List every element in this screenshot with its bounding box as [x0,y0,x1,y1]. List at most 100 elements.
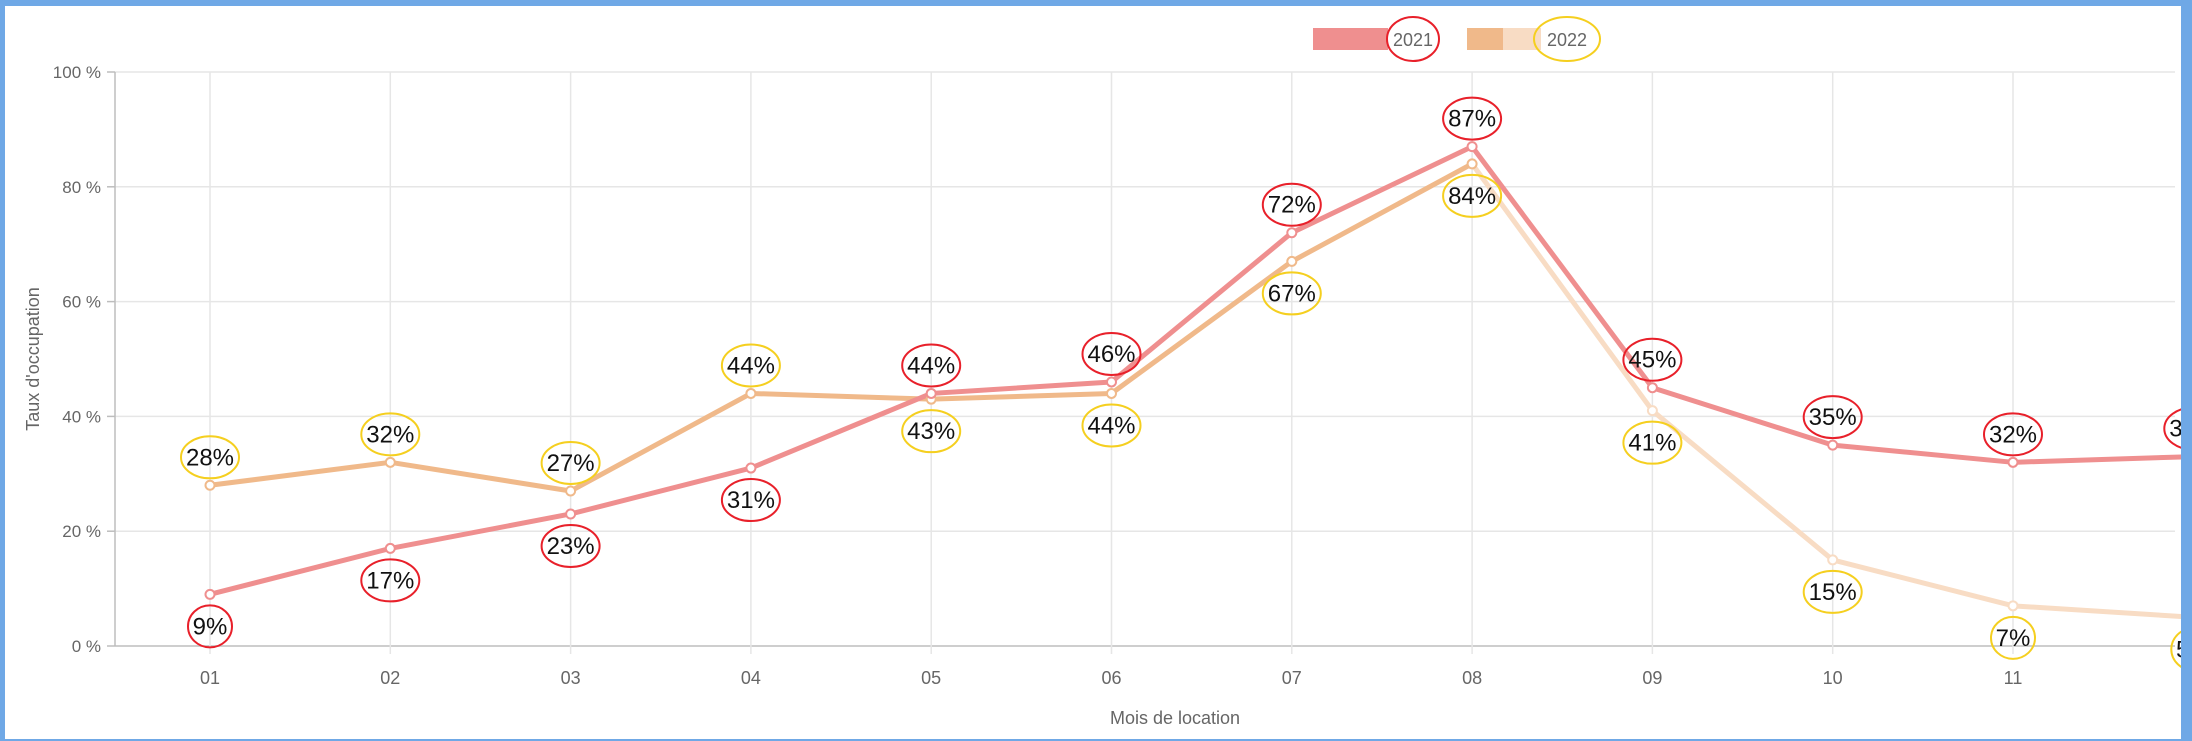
data-label-ring-2022 [180,435,240,480]
data-label-ring-2021 [360,558,421,603]
x-tick-label: 02 [380,668,400,688]
data-label-2022: 28% [186,444,234,471]
y-tick-label: 40 % [62,407,101,426]
y-tick-label: 100 % [53,63,101,82]
data-label-2022: 41% [1628,430,1676,457]
data-label-ring-2021 [1442,96,1503,141]
data-label-2022: 44% [1087,412,1135,439]
data-point-2021[interactable] [1827,439,1839,451]
data-label-2022: 27% [547,450,595,477]
line-segment-2021 [1649,385,1836,448]
data-label-2021: 31% [727,487,775,514]
data-point-2022[interactable] [565,485,577,497]
x-tick-label: 11 [2004,668,2023,688]
data-label-2021: 45% [1628,347,1676,374]
data-point-2021[interactable] [384,542,396,554]
legend-swatch-2022[interactable] [1467,28,1503,50]
x-tick-label: 01 [200,668,220,688]
data-point-2022[interactable] [2007,600,2019,612]
line-segment-2021 [928,379,1114,396]
line-segment-2021 [1830,442,2016,465]
data-label-2021: 33% [2169,416,2181,443]
line-segment-2022 [387,459,574,494]
legend[interactable]: 2021 2022 [1313,16,1601,62]
data-point-2022[interactable] [1286,255,1298,267]
line-segment-2021 [207,545,393,597]
data-label-2021: 46% [1087,341,1135,368]
legend-highlight-2022 [1533,16,1601,62]
data-point-2022[interactable] [384,456,396,468]
data-label-2021: 17% [366,567,414,594]
line-segment-2022 [928,390,1114,402]
series-lines [207,144,2181,620]
data-point-2021[interactable] [1106,376,1117,388]
data-label-ring-2022 [1081,403,1142,448]
data-label-ring-2022 [540,441,601,486]
data-label-2022: 5% [2176,636,2181,663]
data-label-ring-2022 [2170,630,2181,668]
data-point-2021[interactable] [1646,382,1658,394]
data-point-2021[interactable] [204,588,216,600]
series-points [204,141,2019,612]
data-point-2021[interactable] [2007,456,2019,468]
data-label-ring-2022 [1802,569,1863,614]
legend-highlight-2021 [1386,16,1440,62]
data-label-2022: 43% [907,418,955,445]
line-segment-2022 [1289,161,1475,264]
x-tick-label: 10 [1823,668,1843,688]
data-point-2022[interactable] [1106,387,1117,399]
data-label-2021: 87% [1448,106,1496,133]
data-label-ring-2021 [2163,408,2181,449]
data-point-2021[interactable] [1286,227,1298,239]
y-tick-label: 60 % [62,293,101,312]
line-chart: 0 % 20 % 40 % 60 % 80 % 100 % 01 02 03 04 05 06 07 0… [23,16,2181,728]
data-label-ring-2022 [1622,420,1683,465]
data-point-2022[interactable] [1466,158,1478,170]
line-segment-2022 [1469,161,1655,414]
data-point-2022[interactable] [745,387,757,399]
data-label-2022: 84% [1448,183,1496,210]
legend-swatch-2022-faded[interactable] [1503,28,1541,50]
data-label-2022: 7% [1996,625,2031,652]
data-label-ring-2021 [1081,331,1142,376]
data-label-ring-2021 [187,604,233,649]
data-label-ring-2022 [1990,615,2036,660]
data-label-ring-2022 [360,412,421,457]
data-point-2022[interactable] [1827,554,1839,566]
data-point-2021[interactable] [925,387,937,399]
data-label-2021: 44% [907,352,955,379]
data-point-2022[interactable] [1646,405,1658,417]
data-label-ring-2022 [1261,271,1322,316]
data-point-2021[interactable] [745,462,757,474]
data-label-2021: 32% [1989,421,2037,448]
data-label-2022: 67% [1268,280,1316,307]
grid [107,71,2175,654]
line-segment-2022 [748,390,934,402]
line-segment-2022 [1649,408,1836,563]
legend-label-2022[interactable]: 2022 [1547,30,1587,50]
data-label-ring-2022 [720,343,781,388]
x-tick-label: 04 [741,668,761,688]
line-segment-2021 [568,465,754,517]
legend-label-2021[interactable]: 2021 [1393,30,1433,50]
data-point-2022[interactable] [204,479,216,491]
y-axis-ticks: 0 % 20 % 40 % 60 % 80 % 100 % [53,63,101,656]
data-point-2021[interactable] [565,508,577,520]
data-label-2021: 72% [1268,192,1316,219]
data-label-ring-2021 [1261,182,1322,227]
legend-swatch-2021[interactable] [1313,28,1388,50]
x-tick-label: 05 [921,668,941,688]
line-segment-2022 [207,459,393,488]
y-tick-label: 20 % [62,522,101,541]
data-label-ring-2021 [540,523,601,568]
data-label-2022: 32% [366,421,414,448]
data-label-ring-2021 [720,478,781,523]
line-segment-2022 [1109,258,1295,396]
line-segment-2022 [2010,603,2181,620]
line-segment-2021 [748,390,934,471]
y-axis-title: Taux d'occupation [23,287,43,431]
x-tick-label: 06 [1101,668,1121,688]
data-label-ring-2021 [1983,412,2043,457]
data-point-2021[interactable] [1466,141,1478,153]
data-label-ring-2022 [901,409,962,454]
